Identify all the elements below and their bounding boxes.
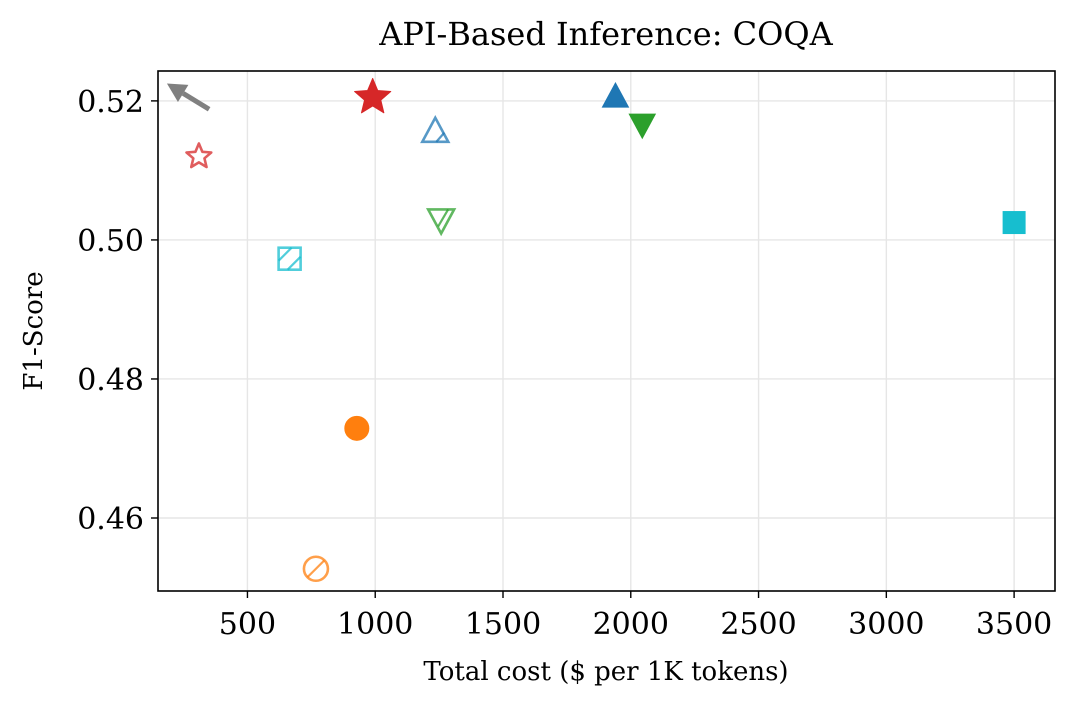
y-tick-label: 0.48 [77, 363, 144, 398]
circle-marker [302, 555, 330, 583]
x-axis-label: Total cost ($ per 1K tokens) [423, 657, 788, 687]
x-tick-label: 2500 [720, 607, 796, 642]
data-point-orange-circle-hatched [302, 555, 330, 583]
x-tick-label: 3000 [848, 607, 924, 642]
triangle-up-marker [601, 81, 630, 108]
star-marker [185, 142, 213, 169]
star-marker [354, 77, 392, 114]
hatch-line [435, 132, 446, 143]
x-tick-label: 2000 [593, 607, 669, 642]
arrow-shaft [181, 91, 211, 112]
data-point-green-triangle-down-hatched [425, 208, 457, 237]
circle-marker [344, 415, 370, 441]
chart-title: API-Based Inference: COQA [378, 15, 833, 53]
plot-marks [166, 77, 1026, 583]
square-marker [1002, 211, 1026, 235]
triangle-down-marker [628, 113, 657, 140]
data-point-orange-circle-filled [344, 415, 370, 441]
better-direction-arrow [166, 83, 211, 112]
hatch-line [306, 559, 326, 578]
hatch-line [437, 208, 450, 228]
data-point-blue-triangle-up-filled [601, 81, 630, 108]
hatch-line [277, 246, 293, 262]
hatch-line [286, 255, 302, 271]
arrow-head [166, 83, 189, 102]
x-tick-label: 500 [219, 607, 276, 642]
data-point-red-star-filled [354, 77, 392, 114]
x-tick-label: 3500 [976, 607, 1052, 642]
grid [158, 71, 1055, 591]
data-point-blue-triangle-up-hatched [420, 115, 451, 144]
y-tick-label: 0.50 [77, 224, 144, 259]
data-point-green-triangle-down-filled [628, 113, 657, 140]
data-point-cyan-square-filled [1002, 211, 1026, 235]
triangle-down-marker [425, 208, 457, 237]
y-axis-label: F1-Score [19, 271, 49, 390]
data-point-cyan-square-hatched [277, 246, 302, 272]
plot-frame [157, 70, 1056, 592]
data-point-red-star-hollow [185, 142, 213, 169]
square-marker [277, 246, 302, 272]
y-tick-label: 0.46 [77, 502, 144, 537]
y-tick-label: 0.52 [77, 85, 144, 120]
x-tick-label: 1000 [337, 607, 413, 642]
ticks: 500 1000 1500 2000 2500 3000 3500 0.46 0.48 0.50 0… [77, 85, 1052, 642]
x-tick-label: 1500 [465, 607, 541, 642]
triangle-up-marker [420, 115, 451, 144]
